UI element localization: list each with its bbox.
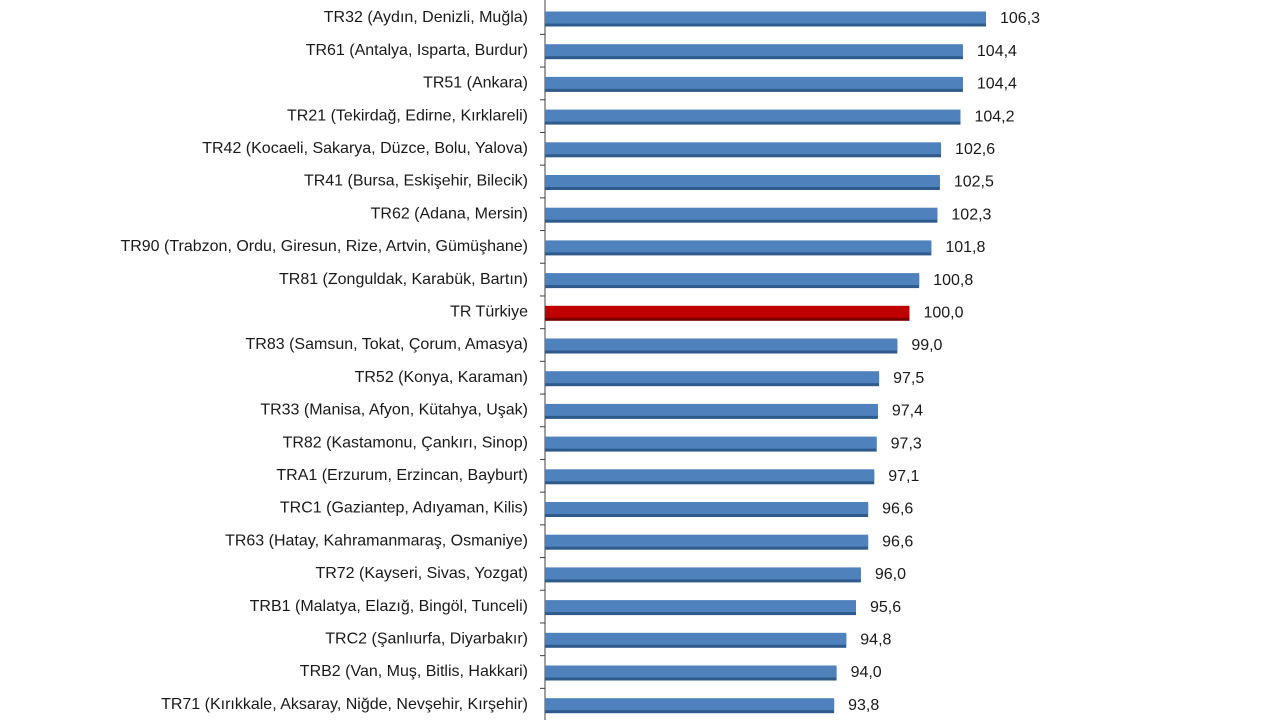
bar <box>545 632 847 645</box>
bar <box>545 600 857 613</box>
category-label: TR83 (Samsun, Tokat, Çorum, Amasya) <box>246 336 528 353</box>
category-label: TR62 (Adana, Mersin) <box>371 205 528 222</box>
value-label: 106,3 <box>1000 10 1040 27</box>
bars-layer <box>545 11 986 714</box>
value-label: 97,1 <box>888 468 919 485</box>
value-label: 104,4 <box>977 43 1017 60</box>
bar <box>545 698 835 711</box>
bar <box>545 534 869 547</box>
value-label: 97,4 <box>892 403 923 420</box>
value-label: 97,3 <box>891 435 922 452</box>
category-label: TR63 (Hatay, Kahramanmaraş, Osmaniye) <box>225 532 528 549</box>
category-label: TR81 (Zonguldak, Karabük, Bartın) <box>279 271 528 288</box>
category-label: TRB2 (Van, Muş, Bitlis, Hakkari) <box>300 663 528 680</box>
value-label: 99,0 <box>911 337 942 354</box>
labels-layer: TR32 (Aydın, Denizli, Muğla) 106,3 TR61 (A… <box>120 9 1040 714</box>
category-label: TR33 (Manisa, Afyon, Kütahya, Uşak) <box>260 402 528 419</box>
bar <box>545 76 963 89</box>
bar <box>545 567 861 580</box>
bar <box>545 403 878 416</box>
category-label: TR72 (Kayseri, Sivas, Yozgat) <box>315 565 528 582</box>
bar <box>545 469 875 482</box>
bar <box>545 44 963 57</box>
bar <box>545 175 940 187</box>
value-label: 95,6 <box>870 599 901 616</box>
bar <box>545 273 920 286</box>
axis-layer <box>540 0 546 722</box>
category-label: TR52 (Konya, Karaman) <box>355 369 528 386</box>
category-label: TR82 (Kastamonu, Çankırı, Sinop) <box>283 434 528 451</box>
bar <box>545 109 961 122</box>
value-label: 97,5 <box>893 370 924 387</box>
value-label: 93,8 <box>848 697 879 714</box>
category-label: TR21 (Tekirdağ, Edirne, Kırklareli) <box>287 107 528 124</box>
value-label: 100,8 <box>933 272 973 289</box>
bar <box>545 11 986 24</box>
value-label: 94,8 <box>860 632 891 649</box>
category-label: TR32 (Aydın, Denizli, Muğla) <box>324 9 528 26</box>
category-label: TR90 (Trabzon, Ordu, Giresun, Rize, Artv… <box>120 238 528 255</box>
category-label: TR Türkiye <box>450 304 528 321</box>
bar <box>545 371 880 384</box>
value-label: 96,0 <box>875 566 906 583</box>
bar <box>545 665 837 678</box>
category-label: TR41 (Bursa, Eskişehir, Bilecik) <box>304 173 528 190</box>
value-label: 96,6 <box>882 501 913 518</box>
value-label: 102,6 <box>955 141 995 158</box>
bar-highlight <box>545 305 910 318</box>
bar <box>545 240 932 253</box>
category-label: TR71 (Kırıkkale, Aksaray, Niğde, Nevşehi… <box>161 696 528 713</box>
category-label: TRC2 (Şanlıurfa, Diyarbakır) <box>325 631 528 648</box>
value-label: 94,0 <box>851 664 882 681</box>
category-label: TR61 (Antalya, Isparta, Burdur) <box>306 42 528 59</box>
value-label: 104,2 <box>974 108 1014 125</box>
bar <box>545 338 898 351</box>
category-label: TR51 (Ankara) <box>423 75 528 92</box>
bar <box>545 207 938 220</box>
value-label: 101,8 <box>945 239 985 256</box>
category-label: TRA1 (Erzurum, Erzincan, Bayburt) <box>276 467 528 484</box>
value-label: 104,4 <box>977 76 1017 93</box>
value-label: 102,3 <box>951 206 991 223</box>
value-label: 100,0 <box>923 305 963 322</box>
category-label: TRB1 (Malatya, Elazığ, Bingöl, Tunceli) <box>250 598 528 615</box>
bar <box>545 142 942 155</box>
category-label: TR42 (Kocaeli, Sakarya, Düzce, Bolu, Yal… <box>202 140 528 157</box>
value-label: 102,5 <box>954 174 994 191</box>
value-label: 96,6 <box>882 533 913 550</box>
bar <box>545 436 877 449</box>
category-label: TRC1 (Gaziantep, Adıyaman, Kilis) <box>280 500 528 517</box>
bar <box>545 502 869 514</box>
